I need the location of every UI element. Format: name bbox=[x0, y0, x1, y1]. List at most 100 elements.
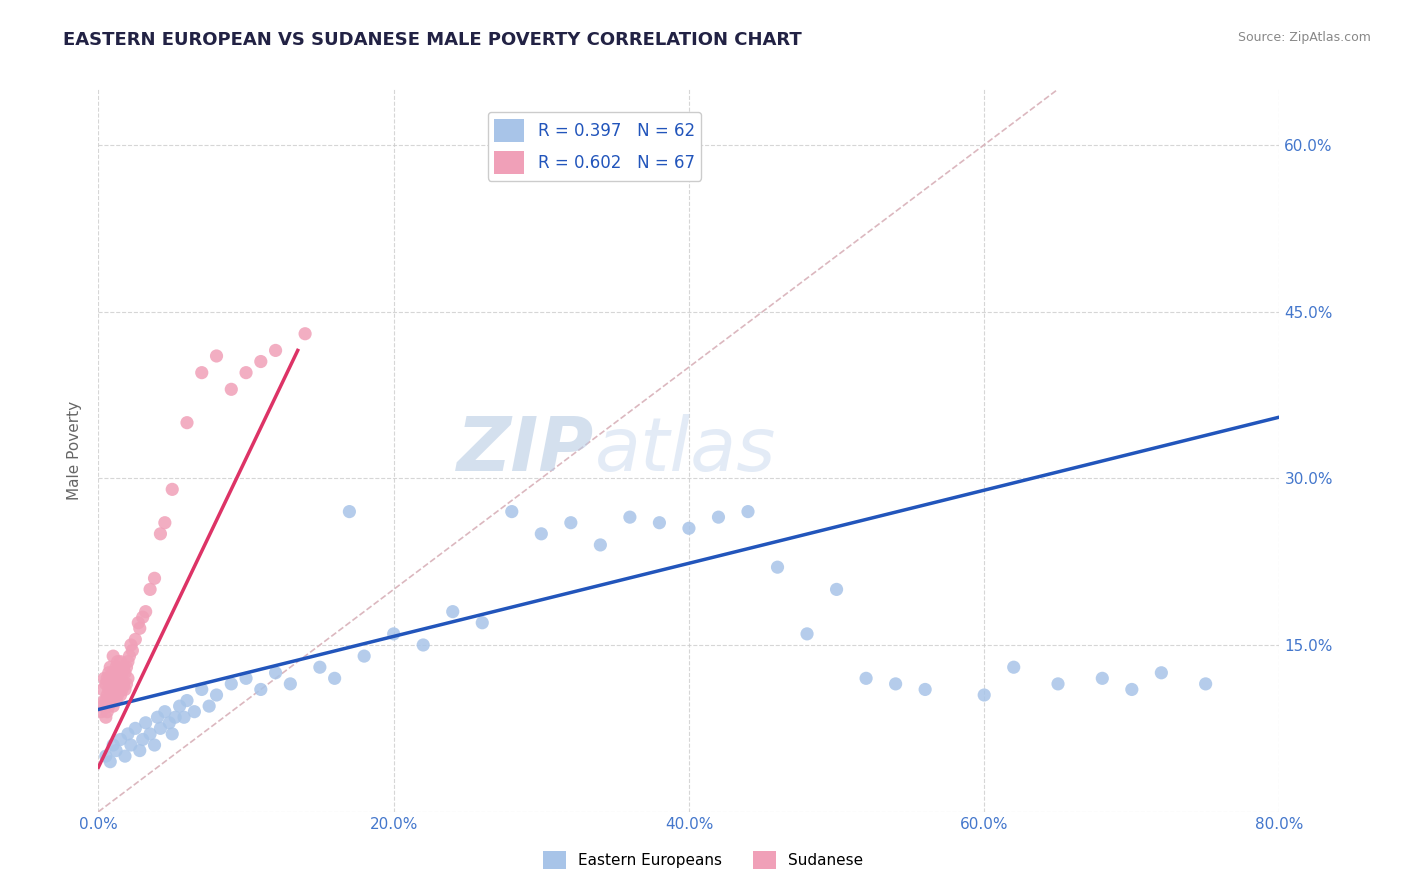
Point bbox=[149, 722, 172, 736]
Point bbox=[94, 749, 117, 764]
Point bbox=[501, 505, 523, 519]
Point bbox=[589, 538, 612, 552]
Point bbox=[110, 688, 132, 702]
Point bbox=[98, 755, 121, 769]
Point bbox=[103, 665, 125, 680]
Point bbox=[105, 660, 128, 674]
Point bbox=[105, 743, 128, 757]
Point bbox=[127, 615, 149, 630]
Point bbox=[114, 749, 136, 764]
Point bbox=[132, 610, 155, 624]
Point bbox=[118, 649, 141, 664]
Point bbox=[973, 688, 995, 702]
Point bbox=[1002, 660, 1025, 674]
Point bbox=[176, 693, 198, 707]
Text: EASTERN EUROPEAN VS SUDANESE MALE POVERTY CORRELATION CHART: EASTERN EUROPEAN VS SUDANESE MALE POVERT… bbox=[63, 31, 801, 49]
Point bbox=[108, 682, 131, 697]
Point bbox=[96, 705, 118, 719]
Point bbox=[105, 677, 128, 691]
Point bbox=[173, 710, 195, 724]
Point bbox=[353, 649, 375, 664]
Point bbox=[114, 682, 136, 697]
Point bbox=[128, 621, 150, 635]
Point bbox=[412, 638, 434, 652]
Point bbox=[191, 682, 214, 697]
Point bbox=[124, 722, 146, 736]
Point bbox=[121, 643, 143, 657]
Point bbox=[221, 382, 243, 396]
Point bbox=[103, 649, 125, 664]
Point bbox=[176, 416, 198, 430]
Point bbox=[117, 671, 139, 685]
Point bbox=[264, 665, 287, 680]
Point bbox=[221, 677, 243, 691]
Point bbox=[97, 682, 120, 697]
Point bbox=[112, 660, 135, 674]
Point bbox=[235, 671, 257, 685]
Point bbox=[91, 682, 114, 697]
Point bbox=[104, 671, 127, 685]
Point bbox=[117, 655, 139, 669]
Point bbox=[737, 505, 759, 519]
Point bbox=[766, 560, 789, 574]
Point bbox=[146, 710, 169, 724]
Point bbox=[94, 693, 117, 707]
Point bbox=[143, 571, 166, 585]
Point bbox=[619, 510, 641, 524]
Point bbox=[530, 526, 553, 541]
Point bbox=[1121, 682, 1143, 697]
Point bbox=[280, 677, 302, 691]
Text: ZIP: ZIP bbox=[457, 414, 595, 487]
Point bbox=[124, 632, 146, 647]
Point bbox=[98, 677, 121, 691]
Point bbox=[191, 366, 214, 380]
Point bbox=[111, 682, 134, 697]
Point bbox=[104, 688, 127, 702]
Point bbox=[97, 699, 120, 714]
Point bbox=[139, 582, 162, 597]
Point bbox=[153, 705, 176, 719]
Point bbox=[153, 516, 176, 530]
Point bbox=[235, 366, 257, 380]
Point bbox=[100, 671, 122, 685]
Point bbox=[183, 705, 205, 719]
Point bbox=[132, 732, 155, 747]
Point bbox=[96, 688, 118, 702]
Point bbox=[441, 605, 464, 619]
Point bbox=[107, 655, 129, 669]
Point bbox=[294, 326, 316, 341]
Point bbox=[855, 671, 877, 685]
Point bbox=[115, 660, 138, 674]
Point bbox=[157, 715, 180, 730]
Point bbox=[914, 682, 936, 697]
Point bbox=[120, 638, 142, 652]
Point bbox=[205, 349, 228, 363]
Point bbox=[250, 682, 273, 697]
Point bbox=[1046, 677, 1070, 691]
Y-axis label: Male Poverty: Male Poverty bbox=[67, 401, 83, 500]
Point bbox=[264, 343, 287, 358]
Point bbox=[103, 699, 125, 714]
Point bbox=[323, 671, 346, 685]
Point bbox=[103, 738, 125, 752]
Point bbox=[96, 671, 118, 685]
Point bbox=[117, 727, 139, 741]
Point bbox=[135, 605, 157, 619]
Point bbox=[107, 671, 129, 685]
Legend: R = 0.397   N = 62, R = 0.602   N = 67: R = 0.397 N = 62, R = 0.602 N = 67 bbox=[488, 112, 702, 181]
Point bbox=[165, 710, 187, 724]
Point bbox=[382, 627, 405, 641]
Point bbox=[115, 677, 138, 691]
Point bbox=[110, 655, 132, 669]
Point bbox=[128, 743, 150, 757]
Point bbox=[825, 582, 848, 597]
Point bbox=[114, 665, 136, 680]
Point bbox=[250, 354, 273, 368]
Point bbox=[162, 727, 183, 741]
Point bbox=[100, 688, 122, 702]
Point bbox=[1091, 671, 1114, 685]
Legend: Eastern Europeans, Sudanese: Eastern Europeans, Sudanese bbox=[537, 845, 869, 875]
Point bbox=[678, 521, 700, 535]
Point bbox=[98, 660, 121, 674]
Point bbox=[94, 710, 117, 724]
